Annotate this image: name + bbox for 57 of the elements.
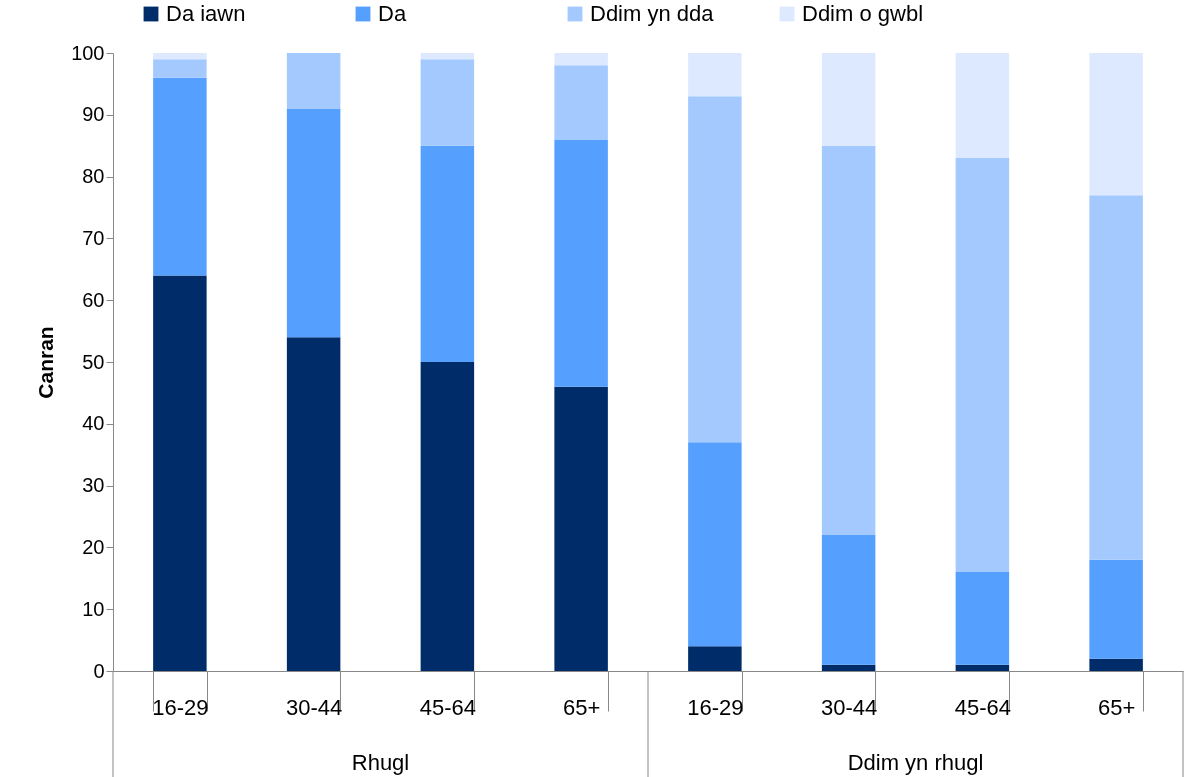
y-tick-label: 30 bbox=[82, 474, 105, 497]
legend-label: Ddim yn dda bbox=[590, 1, 715, 26]
bar bbox=[688, 96, 742, 443]
bar bbox=[1089, 53, 1143, 196]
bar bbox=[153, 53, 207, 60]
legend-label: Da iawn bbox=[166, 1, 246, 26]
bar bbox=[153, 275, 207, 671]
bar bbox=[1089, 195, 1143, 560]
text: Ddim yn rhugl bbox=[847, 750, 984, 775]
bar bbox=[955, 664, 1010, 671]
bar bbox=[688, 646, 742, 671]
bar bbox=[554, 53, 608, 66]
y-tick-label: 40 bbox=[82, 412, 105, 435]
y-tick-label: 70 bbox=[82, 226, 105, 249]
y-tick-label: 90 bbox=[82, 103, 105, 126]
bar bbox=[554, 386, 608, 671]
bar bbox=[821, 145, 876, 536]
y-axis-title: Canran bbox=[34, 326, 58, 399]
bar bbox=[153, 77, 207, 276]
bar bbox=[286, 53, 341, 109]
x-tick-label: 45-64 bbox=[954, 694, 1012, 720]
x-tick-label: 65+ bbox=[1097, 694, 1136, 720]
y-tick-label: 10 bbox=[82, 597, 105, 620]
x-tick-label: 16-29 bbox=[152, 694, 209, 720]
bar bbox=[554, 139, 608, 387]
legend-label: Da bbox=[378, 1, 407, 26]
bar bbox=[420, 59, 475, 146]
bar bbox=[821, 53, 876, 146]
bar bbox=[420, 53, 475, 60]
y-tick-label: 80 bbox=[82, 165, 105, 188]
x-tick-label: 16-29 bbox=[687, 694, 744, 720]
bar bbox=[420, 145, 475, 362]
bar bbox=[821, 535, 876, 665]
x-tick-label: 65+ bbox=[562, 694, 601, 720]
bar bbox=[955, 158, 1010, 573]
y-tick-label: 60 bbox=[82, 288, 105, 311]
y-tick-label: 50 bbox=[82, 350, 105, 373]
y-tick-label: 100 bbox=[71, 41, 105, 64]
bar bbox=[1089, 559, 1143, 659]
bar bbox=[153, 59, 207, 78]
x-tick-label: 30-44 bbox=[285, 694, 343, 720]
y-tick-label: 20 bbox=[82, 535, 105, 558]
x-tick-label: 45-64 bbox=[419, 694, 477, 720]
bar bbox=[955, 572, 1010, 665]
bar bbox=[955, 53, 1010, 159]
legend-label: Ddim o gwbl bbox=[802, 1, 924, 26]
text: Rhugl bbox=[351, 750, 410, 775]
bar bbox=[1089, 658, 1143, 671]
y-tick-label: 0 bbox=[93, 659, 105, 682]
bar bbox=[821, 664, 876, 671]
x-tick-label: 30-44 bbox=[820, 694, 878, 720]
bar bbox=[420, 362, 475, 671]
bar bbox=[554, 65, 608, 140]
bar bbox=[286, 108, 341, 338]
bar bbox=[688, 53, 742, 97]
bar bbox=[688, 442, 742, 647]
bar bbox=[286, 337, 341, 671]
